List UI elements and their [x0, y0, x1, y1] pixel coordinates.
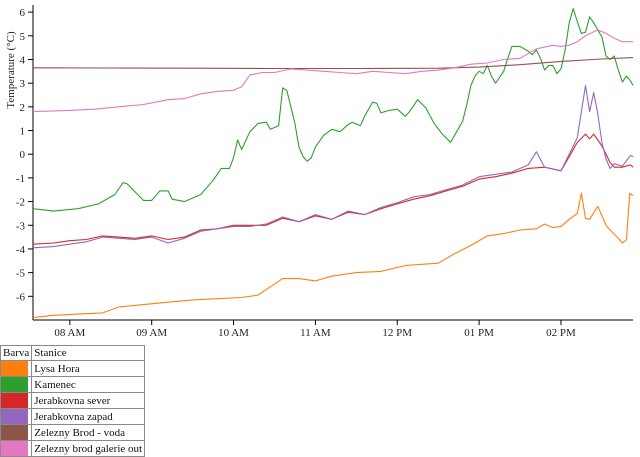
- legend-row: Zelezny Brod - voda: [0, 424, 146, 441]
- legend-swatch-cell: [0, 408, 33, 425]
- legend-header-row: Barva Stanice: [0, 345, 146, 361]
- y-tick-label: -6: [16, 291, 26, 303]
- series-line-3: [32, 133, 634, 245]
- x-tick-label: 12 PM: [382, 327, 412, 339]
- y-tick-label: 5: [20, 31, 26, 43]
- legend-row: Zelezny brod galerie out: [0, 440, 146, 457]
- legend-label: Kamenec: [31, 376, 146, 393]
- x-tick-label: 08 AM: [54, 327, 85, 339]
- legend-label: Zelezny brod galerie out: [31, 440, 146, 457]
- legend-swatch-cell: [0, 360, 33, 377]
- legend-swatch-cell: [0, 424, 33, 441]
- legend-swatch: [1, 441, 28, 456]
- legend-label: Jerabkovna zapad: [31, 408, 146, 425]
- y-tick-label: 6: [20, 7, 26, 19]
- series-lines: [32, 8, 634, 319]
- y-axis-label: Temperature (°C): [5, 31, 17, 109]
- legend-label: Jerabkovna sever: [31, 392, 146, 409]
- legend-swatch-cell: [0, 376, 33, 393]
- x-tick-label: 02 PM: [546, 327, 576, 339]
- x-tick-label: 10 AM: [218, 327, 249, 339]
- legend-label: Zelezny Brod - voda: [31, 424, 146, 441]
- y-tick-label: 3: [20, 78, 26, 90]
- legend-header-color: Barva: [0, 345, 33, 361]
- legend-row: Kamenec: [0, 376, 146, 393]
- x-tick-label: 11 AM: [300, 327, 331, 339]
- temperature-chart: -6 -5 -4 -3 -2 -1 0 1 2 3 4 5 6 08 AM 09 AM 10 AM 11 AM…: [5, 5, 634, 339]
- legend-swatch-cell: [0, 392, 33, 409]
- series-line-4: [32, 84, 634, 249]
- legend-swatch: [1, 361, 28, 376]
- y-tick-label: -5: [16, 268, 26, 280]
- series-line-5: [32, 57, 634, 70]
- y-tick-label: 4: [20, 54, 26, 66]
- legend-label: Lysa Hora: [31, 360, 146, 377]
- legend-row: Lysa Hora: [0, 360, 146, 377]
- legend-swatch: [1, 377, 28, 392]
- legend-swatch: [1, 425, 28, 440]
- y-tick-label: -4: [16, 244, 26, 256]
- y-tick-label: -3: [16, 220, 26, 232]
- legend-swatch: [1, 409, 28, 424]
- series-line-6: [32, 29, 633, 113]
- x-tick-label: 01 PM: [464, 327, 494, 339]
- y-tick-label: -1: [16, 173, 25, 185]
- x-axis: 08 AM 09 AM 10 AM 11 AM 12 PM 01 PM 02 PM: [33, 319, 633, 339]
- legend-row: Jerabkovna zapad: [0, 408, 146, 425]
- legend-swatch-cell: [0, 440, 33, 457]
- y-tick-label: 0: [20, 149, 26, 161]
- y-tick-label: 2: [20, 102, 26, 114]
- legend-header-station: Stanice: [31, 345, 146, 361]
- y-tick-label: 1: [20, 126, 26, 138]
- legend-row: Jerabkovna sever: [0, 392, 146, 409]
- y-tick-label: -2: [16, 197, 25, 209]
- y-axis: -6 -5 -4 -3 -2 -1 0 1 2 3 4 5 6: [16, 5, 34, 320]
- series-line-2: [32, 8, 634, 212]
- x-tick-label: 09 AM: [136, 327, 167, 339]
- legend-swatch: [1, 393, 28, 408]
- legend-table: Barva Stanice Lysa Hora Kamenec Jerabkovna…: [0, 345, 146, 457]
- series-line-1: [32, 192, 634, 319]
- legend-rows: Lysa Hora Kamenec Jerabkovna sever Jerabkov…: [0, 360, 146, 457]
